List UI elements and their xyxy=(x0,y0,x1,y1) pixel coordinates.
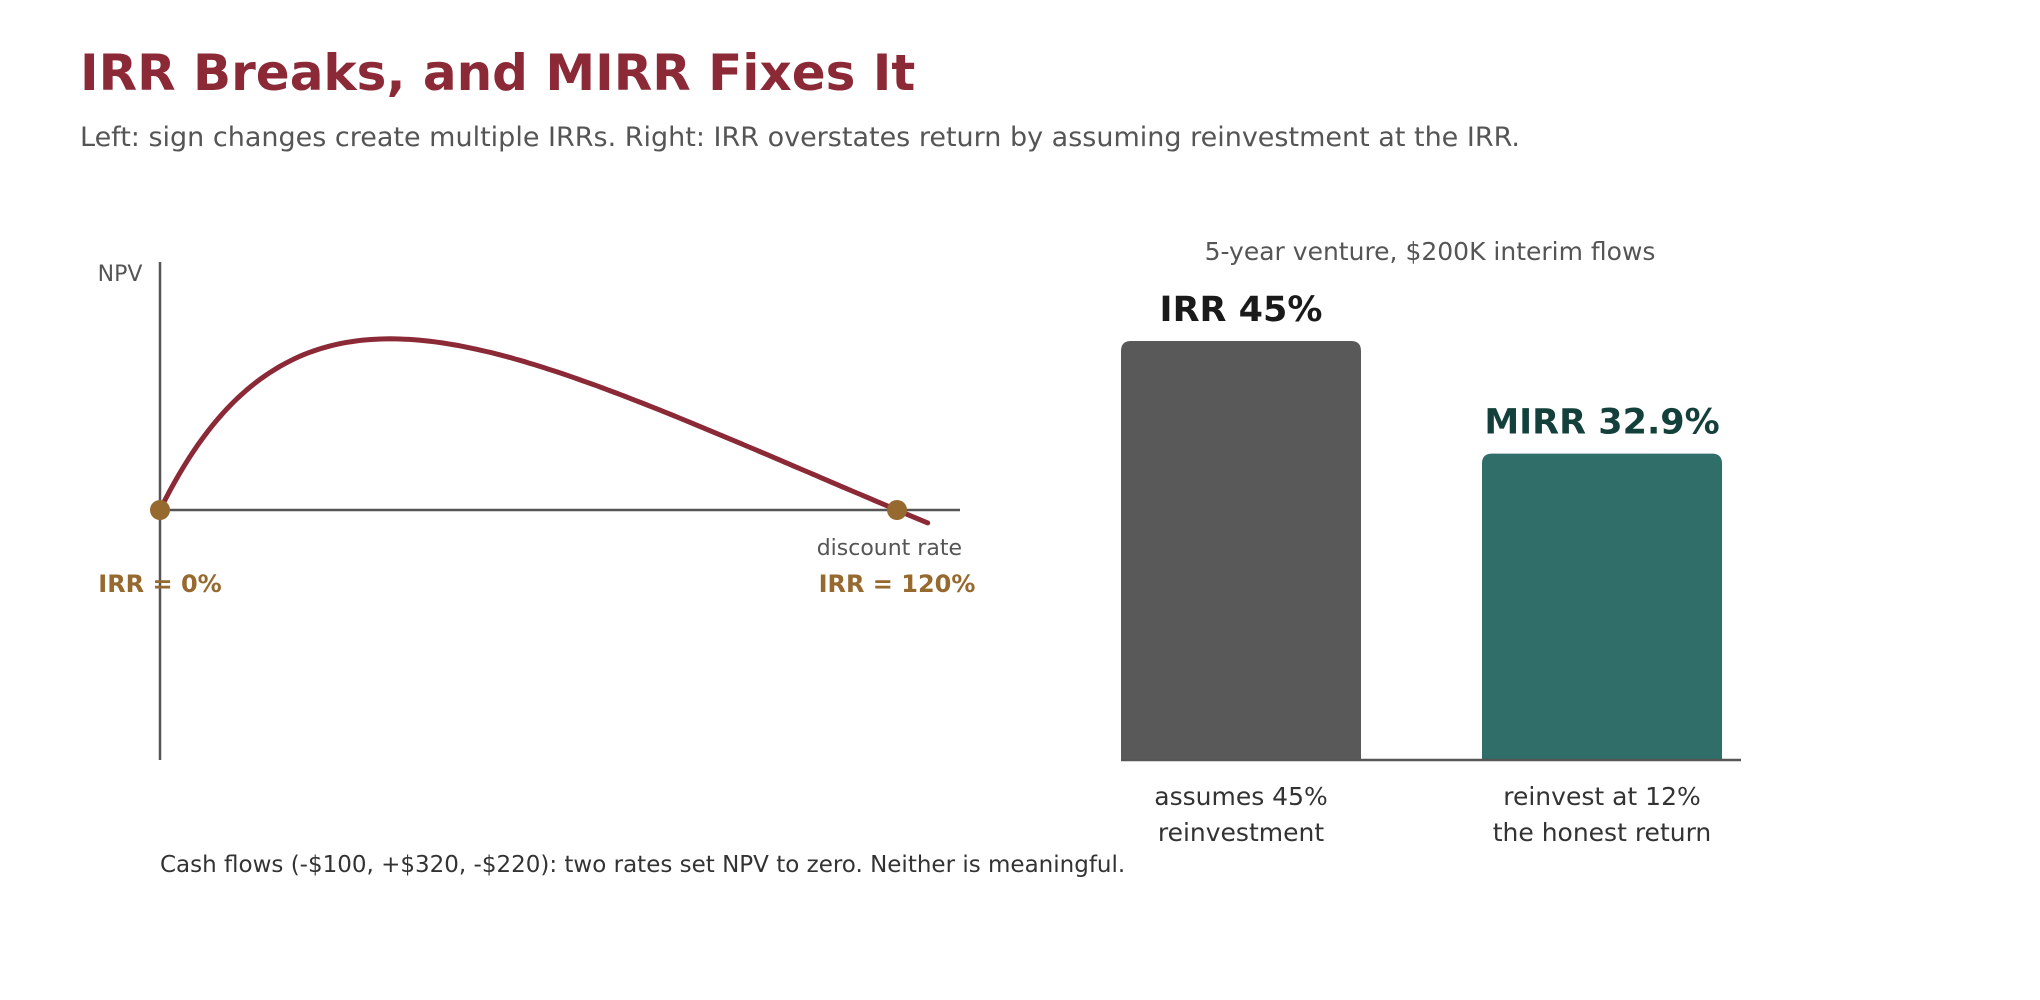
page-subtitle: Left: sign changes create multiple IRRs.… xyxy=(80,122,1520,153)
bar-category-label-mirr-1: the honest return xyxy=(1493,818,1712,847)
irr-root-label-1: IRR = 120% xyxy=(819,570,976,598)
irr-root-marker-1 xyxy=(887,500,907,520)
npv-x-axis-label: discount rate xyxy=(817,536,962,561)
bar-category-label-irr-1: reinvestment xyxy=(1158,818,1324,847)
bar-series: IRR 45% assumes 45% reinvestment MIRR 32.9%… xyxy=(1121,290,1722,847)
irr-mirr-bar-chart: 5-year venture, $200K interim flows IRR … xyxy=(1121,237,1741,847)
bar-irr xyxy=(1121,341,1361,760)
irr-root-marker-0 xyxy=(150,500,170,520)
bar-category-label-mirr-0: reinvest at 12% xyxy=(1503,782,1701,811)
bar-chart-title: 5-year venture, $200K interim flows xyxy=(1205,237,1656,266)
npv-cash-flow-note: Cash flows (-$100, +$320, -$220): two ra… xyxy=(160,852,1125,878)
bar-category-label-irr-0: assumes 45% xyxy=(1154,782,1328,811)
irr-root-label-0: IRR = 0% xyxy=(98,570,221,598)
bar-mirr xyxy=(1482,453,1722,760)
npv-profile-chart: NPV discount rate IRR = 0% IRR = 120% Cas… xyxy=(98,262,1125,878)
npv-y-axis-label: NPV xyxy=(98,262,143,287)
bar-value-label-mirr: MIRR 32.9% xyxy=(1484,403,1719,443)
npv-curve xyxy=(157,336,931,526)
bar-value-label-irr: IRR 45% xyxy=(1160,290,1323,330)
page-title: IRR Breaks, and MIRR Fixes It xyxy=(80,44,916,102)
irr-root-markers: IRR = 0% IRR = 120% xyxy=(98,500,975,598)
